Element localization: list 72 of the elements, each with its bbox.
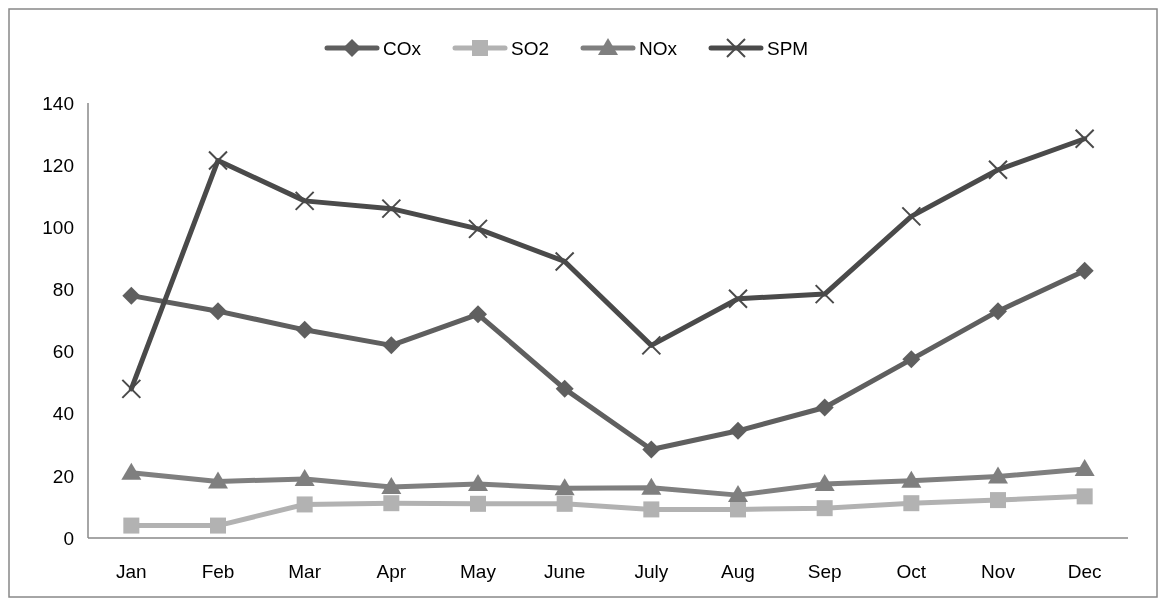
point — [728, 288, 748, 309]
point — [209, 302, 227, 321]
legend-label: NOx — [639, 37, 678, 59]
point — [901, 470, 922, 488]
y-tick-label: 140 — [42, 92, 74, 114]
point — [989, 302, 1007, 321]
point — [1075, 261, 1094, 280]
point — [730, 501, 746, 518]
y-tick-label: 120 — [42, 154, 74, 176]
point — [554, 478, 575, 496]
point — [988, 466, 1008, 484]
point — [643, 501, 660, 518]
point — [729, 421, 747, 440]
point — [470, 495, 486, 512]
point — [728, 485, 748, 503]
x-tick-label: Oct — [896, 561, 927, 582]
point — [295, 320, 314, 339]
point — [469, 305, 487, 324]
point — [988, 159, 1008, 180]
point — [815, 398, 834, 417]
x-tick-label: Jan — [116, 561, 147, 582]
point — [641, 477, 662, 495]
x-tick-label: Dec — [1067, 561, 1102, 582]
y-tick-label: 60 — [52, 341, 74, 363]
y-tick-label: 100 — [42, 216, 74, 238]
x-tick-label: May — [460, 561, 497, 582]
point — [816, 500, 833, 517]
point — [121, 462, 142, 480]
point — [903, 495, 920, 512]
point — [383, 495, 400, 512]
x-tick-label: June — [544, 561, 586, 582]
x-tick-label: Aug — [721, 561, 755, 582]
point — [294, 468, 315, 486]
point — [1076, 488, 1093, 505]
x-tick-label: Apr — [376, 561, 407, 582]
point — [901, 206, 922, 227]
point — [381, 477, 402, 495]
point — [556, 495, 573, 512]
point — [1074, 128, 1095, 149]
point — [382, 336, 401, 355]
legend-label: SO2 — [511, 37, 550, 59]
point — [296, 496, 313, 513]
point — [468, 218, 488, 239]
y-tick-label: 40 — [52, 403, 74, 425]
point — [1074, 459, 1095, 477]
point — [555, 379, 574, 398]
legend-label: SPM — [767, 37, 809, 59]
point — [814, 473, 835, 491]
point — [554, 251, 575, 272]
legend-label: COx — [383, 37, 422, 59]
point — [641, 335, 662, 356]
point — [294, 190, 315, 211]
point — [990, 492, 1006, 509]
point — [902, 350, 921, 369]
y-tick-label: 0 — [63, 527, 74, 549]
point — [642, 440, 661, 459]
point — [208, 150, 228, 171]
point — [121, 378, 142, 399]
point — [381, 198, 402, 219]
x-tick-label: Sep — [807, 561, 842, 582]
point — [208, 471, 228, 489]
x-tick-label: Feb — [201, 561, 235, 582]
y-tick-label: 80 — [52, 279, 74, 301]
point — [814, 284, 835, 305]
x-tick-label: July — [634, 561, 669, 582]
point — [210, 517, 226, 534]
y-tick-label: 20 — [52, 465, 74, 487]
x-tick-label: Mar — [288, 561, 322, 582]
point — [468, 473, 488, 491]
point — [122, 286, 141, 305]
point — [123, 517, 140, 534]
x-tick-label: Nov — [981, 561, 1016, 582]
